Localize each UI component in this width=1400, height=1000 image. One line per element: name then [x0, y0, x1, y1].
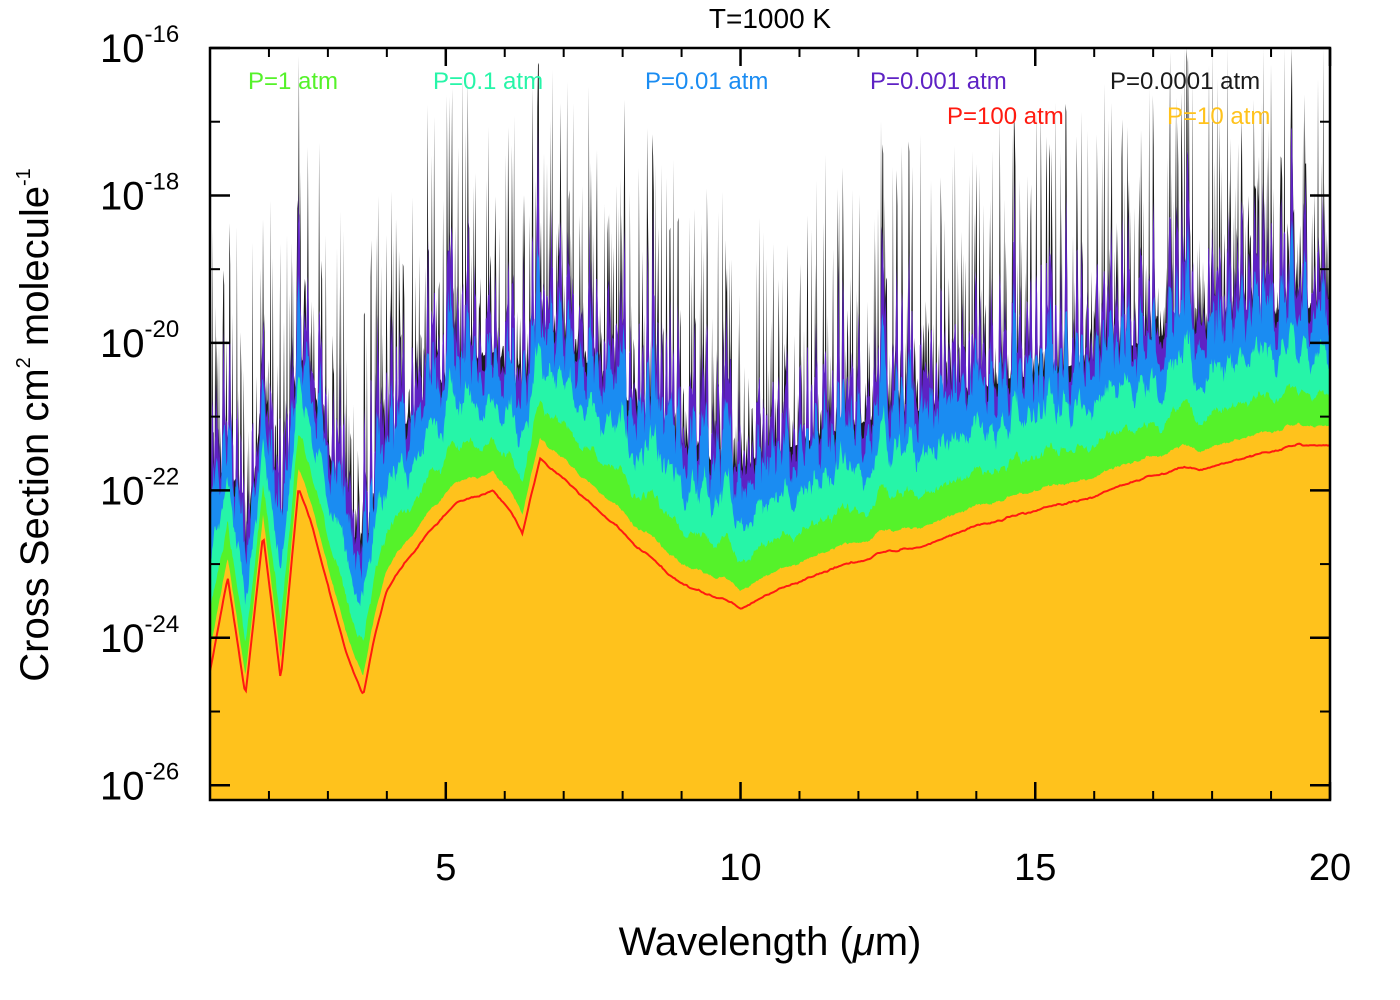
- axis-ticks: [210, 46, 1332, 800]
- legend: P=1 atm P=0.1 atm P=0.01 atm P=0.001 atm…: [248, 68, 1270, 130]
- chart-title: T=1000 K: [709, 3, 832, 34]
- y-axis-label: Cross Section cm2 molecule-1: [13, 168, 57, 682]
- y-tick-label-20: 10-20: [100, 316, 179, 366]
- x-tick-label-5: 5: [435, 847, 456, 889]
- axis-tick-labels: 5 10 15 20 10-16 10-18 10-20 10-22 10-24 10-26: [100, 21, 1351, 889]
- series-p100atm: [209, 442, 1330, 695]
- legend-entry-p100: P=100 atm: [947, 103, 1064, 130]
- y-axis-label-sup2: -1: [13, 168, 35, 186]
- legend-entry-p0.0001: P=0.0001 atm: [1110, 68, 1260, 95]
- legend-entry-p0.01: P=0.01 atm: [645, 68, 768, 95]
- y-tick-label-24: 10-24: [100, 611, 179, 661]
- y-axis-label-main: Cross Section cm: [13, 368, 57, 681]
- x-tick-label-15: 15: [1014, 847, 1056, 889]
- spectra-group: [209, 48, 1330, 801]
- plot-frame: [208, 46, 1332, 802]
- y-tick-label-26: 10-26: [100, 758, 179, 808]
- y-axis-label-sup: 2: [13, 357, 35, 368]
- x-axis-label-suffix: m): [875, 920, 922, 964]
- y-axis-label-tail: molecule: [13, 186, 57, 357]
- legend-entry-p10: P=10 atm: [1167, 103, 1270, 130]
- legend-entry-p0.1: P=0.1 atm: [433, 68, 543, 95]
- legend-entry-p0.001: P=0.001 atm: [870, 68, 1007, 95]
- x-axis-label: Wavelength (μm): [619, 920, 922, 964]
- y-tick-label-22: 10-22: [100, 463, 179, 513]
- x-tick-label-20: 20: [1309, 847, 1351, 889]
- x-axis-label-prefix: Wavelength (: [619, 920, 854, 964]
- series-p10atm: [210, 422, 1330, 800]
- y-tick-label-18: 10-18: [100, 168, 179, 218]
- x-axis-label-unit-symbol: μ: [852, 920, 875, 964]
- y-tick-label-16: 10-16: [100, 21, 179, 71]
- x-tick-label-10: 10: [719, 847, 761, 889]
- legend-entry-p1: P=1 atm: [248, 68, 338, 95]
